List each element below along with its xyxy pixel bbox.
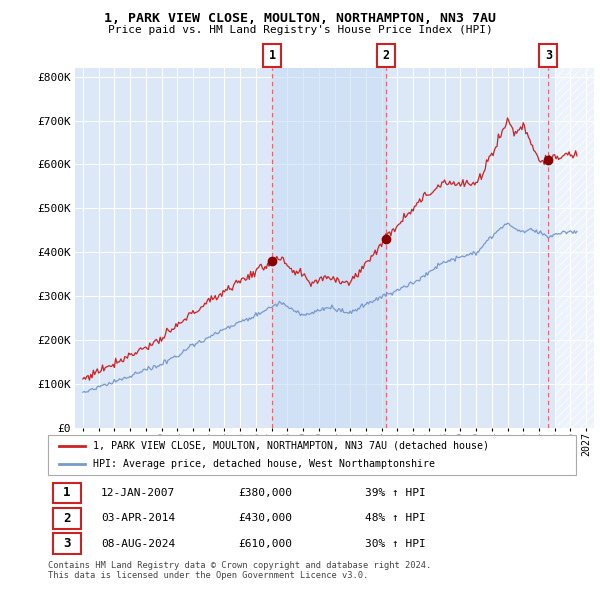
Text: 1, PARK VIEW CLOSE, MOULTON, NORTHAMPTON, NN3 7AU (detached house): 1, PARK VIEW CLOSE, MOULTON, NORTHAMPTON… <box>93 441 489 451</box>
Text: Contains HM Land Registry data © Crown copyright and database right 2024.
This d: Contains HM Land Registry data © Crown c… <box>48 560 431 580</box>
Bar <box>53 508 81 529</box>
Bar <box>272 68 386 428</box>
Text: 39% ↑ HPI: 39% ↑ HPI <box>365 488 425 498</box>
Text: HPI: Average price, detached house, West Northamptonshire: HPI: Average price, detached house, West… <box>93 459 435 469</box>
Text: 2: 2 <box>63 512 71 525</box>
Text: £430,000: £430,000 <box>238 513 292 523</box>
Text: 3: 3 <box>63 537 71 550</box>
Text: 3: 3 <box>545 49 552 62</box>
Text: £610,000: £610,000 <box>238 539 292 549</box>
Text: 48% ↑ HPI: 48% ↑ HPI <box>365 513 425 523</box>
Text: 30% ↑ HPI: 30% ↑ HPI <box>365 539 425 549</box>
Text: 12-JAN-2007: 12-JAN-2007 <box>101 488 175 498</box>
Text: £380,000: £380,000 <box>238 488 292 498</box>
Text: 08-AUG-2024: 08-AUG-2024 <box>101 539 175 549</box>
Bar <box>53 483 81 503</box>
Text: 1, PARK VIEW CLOSE, MOULTON, NORTHAMPTON, NN3 7AU: 1, PARK VIEW CLOSE, MOULTON, NORTHAMPTON… <box>104 12 496 25</box>
Text: 1: 1 <box>63 486 71 499</box>
Text: 1: 1 <box>269 49 276 62</box>
Text: 2: 2 <box>382 49 389 62</box>
Text: 03-APR-2014: 03-APR-2014 <box>101 513 175 523</box>
Bar <box>554 68 594 428</box>
Text: Price paid vs. HM Land Registry's House Price Index (HPI): Price paid vs. HM Land Registry's House … <box>107 25 493 35</box>
Bar <box>53 533 81 554</box>
